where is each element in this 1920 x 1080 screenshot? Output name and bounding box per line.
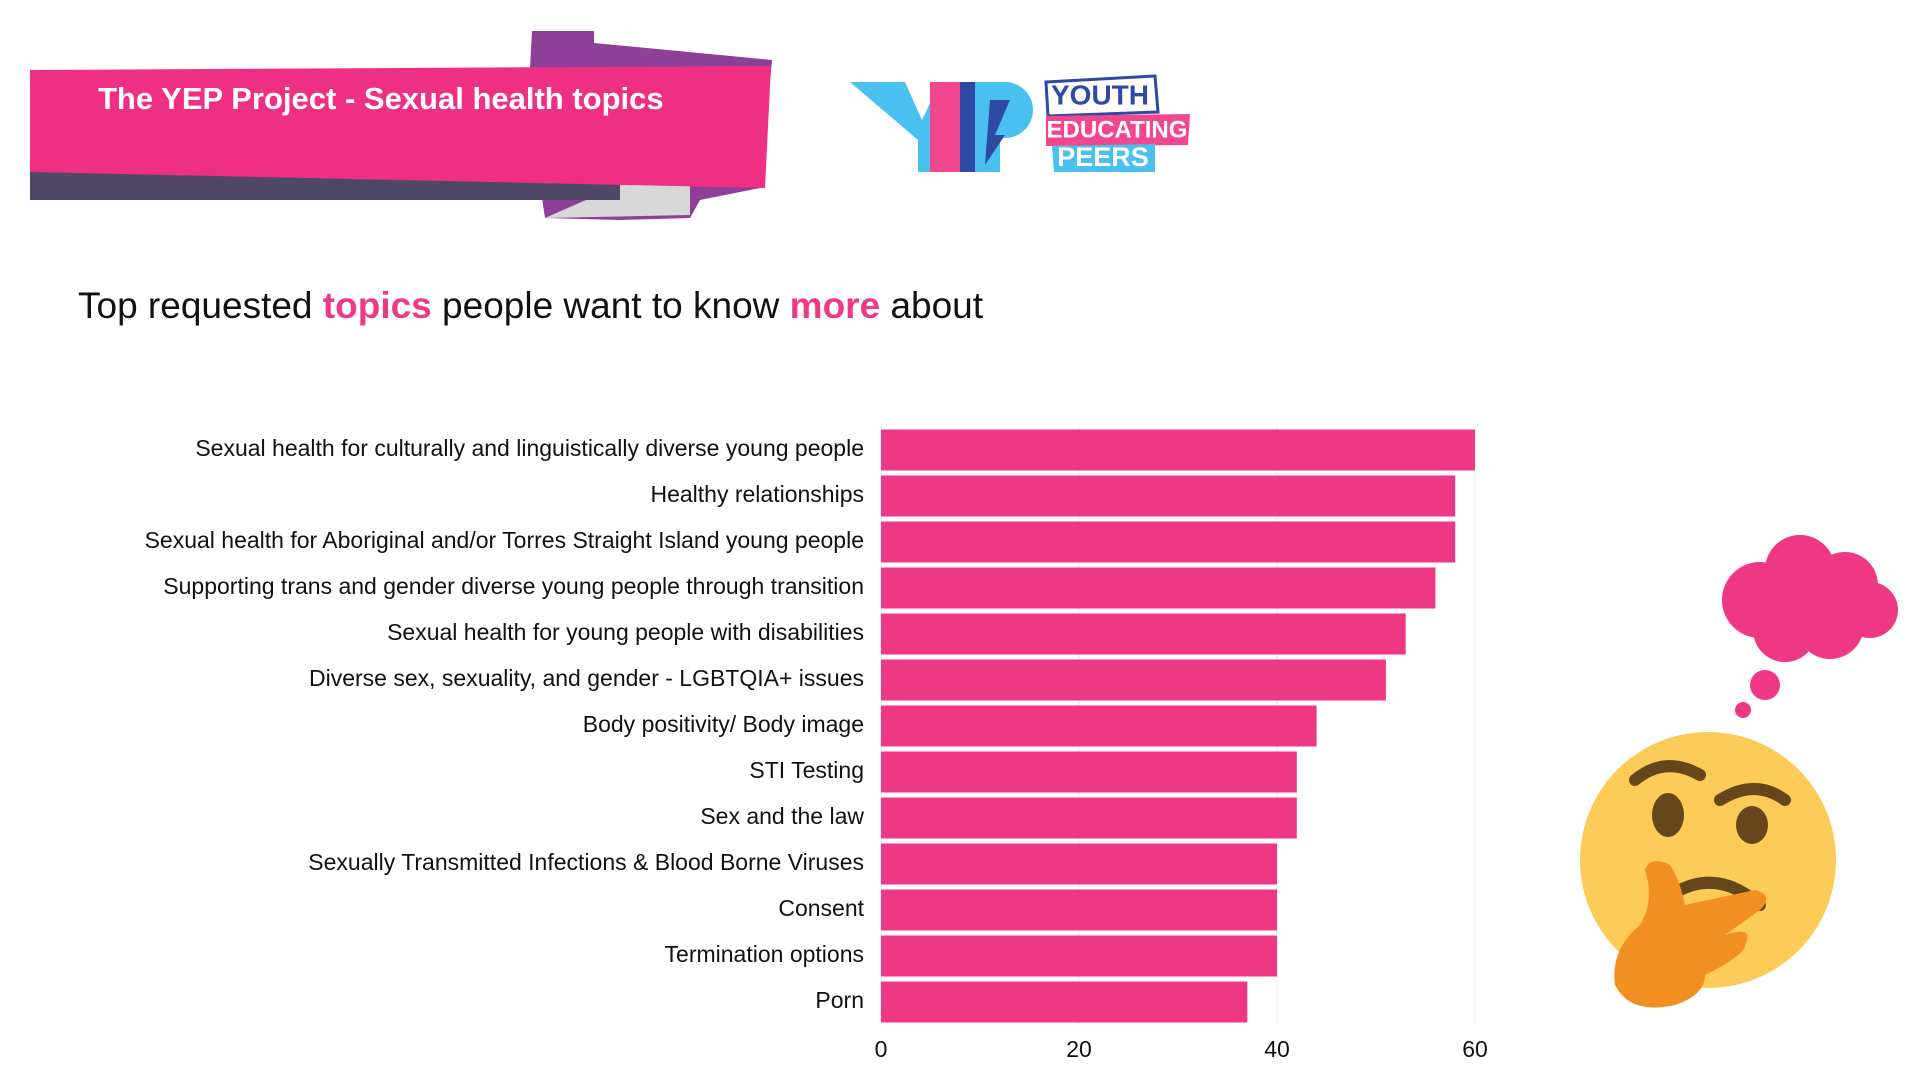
bar xyxy=(881,521,1456,563)
y-tick-label: Healthy relationships xyxy=(650,481,864,507)
subtitle-part: people want to know xyxy=(442,285,780,326)
bar xyxy=(881,705,1317,747)
thinking-emoji xyxy=(1580,535,1898,1008)
y-tick-label: Sexual health for young people with disa… xyxy=(387,619,864,645)
y-tick-label: Termination options xyxy=(665,941,864,967)
logo-text: YOUTH xyxy=(1051,79,1149,110)
y-tick-label: STI Testing xyxy=(749,757,864,783)
y-tick-label: Supporting trans and gender diverse youn… xyxy=(163,573,864,599)
bar xyxy=(881,797,1297,839)
bar xyxy=(881,981,1248,1023)
subtitle-part: Top requested xyxy=(78,285,313,326)
subtitle-part: about xyxy=(890,285,984,326)
y-tick-label: Sex and the law xyxy=(700,803,864,829)
y-tick-label: Diverse sex, sexuality, and gender - LGB… xyxy=(309,665,864,691)
bar xyxy=(881,567,1436,609)
bar xyxy=(881,889,1277,931)
logo-text: PEERS xyxy=(1057,142,1149,172)
bar xyxy=(881,843,1277,885)
y-tick-label: Sexual health for Aboriginal and/or Torr… xyxy=(145,527,864,553)
banner-title: The YEP Project - Sexual health topics xyxy=(98,81,664,116)
banner-shape xyxy=(545,185,690,218)
bar xyxy=(881,429,1475,471)
x-tick-label: 20 xyxy=(1066,1036,1092,1062)
banner xyxy=(30,66,771,188)
y-tick-label: Sexually Transmitted Infections & Blood … xyxy=(308,849,864,875)
bar xyxy=(881,613,1406,655)
subtitle: Top requested topics people want to know… xyxy=(78,285,983,327)
bar xyxy=(881,751,1297,793)
bar xyxy=(881,659,1386,701)
y-tick-label: Porn xyxy=(815,987,864,1013)
y-tick-label: Body positivity/ Body image xyxy=(583,711,864,737)
subtitle-part: more xyxy=(789,285,881,326)
subtitle-part: topics xyxy=(322,285,432,326)
bar xyxy=(881,935,1277,977)
logo: YOUTH EDUCATING PEERS xyxy=(850,74,1190,172)
y-tick-label: Sexual health for culturally and linguis… xyxy=(195,435,864,461)
bar xyxy=(881,475,1456,517)
x-tick-label: 60 xyxy=(1462,1036,1488,1062)
x-tick-label: 0 xyxy=(875,1036,888,1062)
y-tick-label: Consent xyxy=(778,895,864,921)
logo-text: EDUCATING xyxy=(1047,116,1188,143)
x-tick-label: 40 xyxy=(1264,1036,1290,1062)
